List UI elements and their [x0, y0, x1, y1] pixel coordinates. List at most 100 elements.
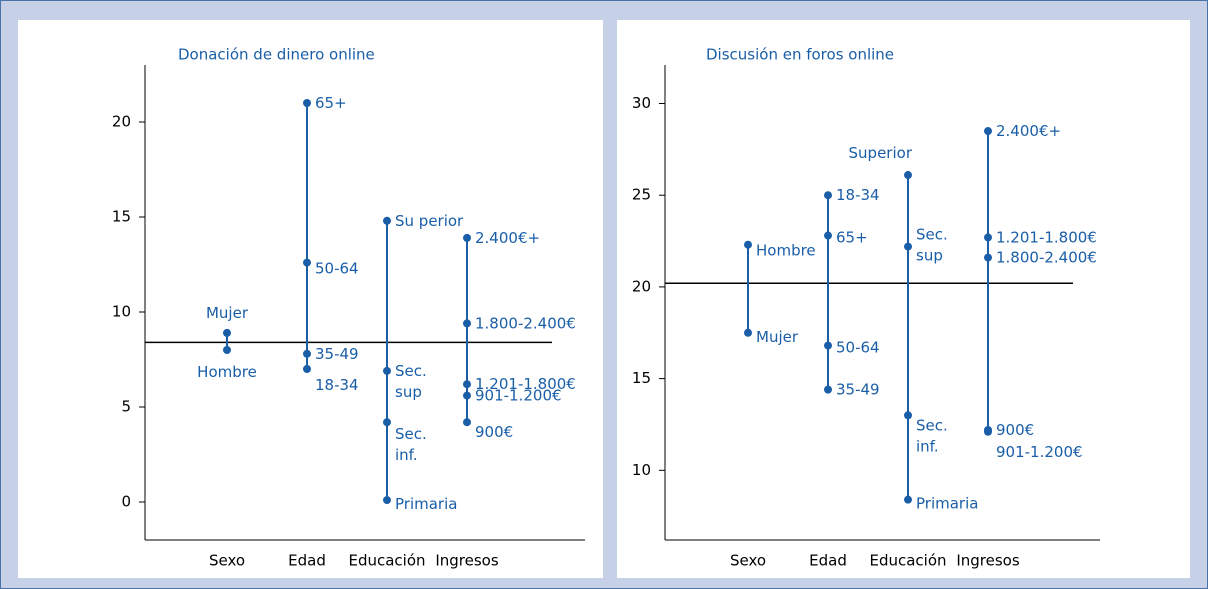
dot	[383, 216, 391, 225]
point-label: 1.800-2.400€	[475, 314, 576, 332]
dot	[383, 496, 391, 505]
label-line: 1.201-1.800€	[475, 375, 576, 393]
label-line: 1.800-2.400€	[475, 314, 576, 332]
y-tick-label: 30	[632, 94, 651, 112]
point-label: 900€	[996, 420, 1034, 438]
point-label: 2.400€+	[475, 228, 540, 246]
dot	[383, 366, 391, 375]
label-line: inf.	[395, 446, 418, 464]
dot	[463, 418, 471, 427]
label-line: inf.	[916, 437, 939, 455]
point-label: Sec. inf.	[916, 416, 948, 455]
point-label: Hombre	[756, 241, 816, 259]
label-line: sup	[395, 382, 422, 400]
dot	[824, 385, 832, 394]
label-line: 50-64	[836, 338, 880, 356]
label-line: sup	[916, 246, 943, 264]
dot	[984, 253, 992, 262]
label-line: Mujer	[756, 327, 799, 345]
x-tick-label: Educación	[869, 552, 946, 570]
dot	[303, 99, 311, 107]
label-line: 35-49	[836, 380, 880, 398]
label-line: Sec.	[916, 225, 948, 243]
dot	[904, 495, 912, 504]
label-line: 901-1.200€	[475, 386, 562, 404]
y-tick-label: 5	[121, 398, 131, 416]
y-tick-label: 20	[112, 113, 131, 131]
y-tick-label: 15	[112, 208, 131, 226]
label-line: 1.800-2.400€	[996, 248, 1097, 266]
dot	[223, 346, 231, 354]
x-tick-label: Sexo	[730, 552, 766, 570]
point-label: 50-64	[836, 338, 880, 356]
label-line: 1.201-1.800€	[996, 228, 1097, 246]
x-tick-label: Ingresos	[956, 552, 1020, 570]
x-tick-label: Educación	[348, 552, 425, 570]
label-line: Sec.	[395, 425, 427, 443]
dot	[744, 328, 752, 337]
label-line: 65+	[315, 94, 347, 112]
dot	[904, 171, 912, 180]
label-line: Sec.	[916, 416, 948, 434]
point-label: Sec. sup	[916, 225, 948, 264]
label-line: Primaria	[916, 494, 978, 512]
x-tick-label: Ingresos	[435, 552, 499, 570]
point-label: 901-1.200€	[996, 442, 1083, 460]
label-line: 65+	[836, 228, 868, 246]
dot	[984, 127, 992, 136]
panel	[617, 20, 1190, 578]
label-line: Hombre	[756, 241, 816, 259]
point-label: 900€	[475, 423, 513, 441]
chart-title: Donación de dinero online	[178, 46, 375, 64]
y-tick-label: 10	[112, 303, 131, 321]
label-line: 900€	[996, 420, 1034, 438]
label-line: 18-34	[836, 186, 880, 204]
label-line: Sec.	[395, 361, 427, 379]
dot	[303, 258, 311, 267]
point-label: Su perior	[395, 211, 464, 229]
point-label: Superior	[849, 144, 913, 162]
dot	[463, 380, 471, 389]
label-line: Su perior	[395, 211, 464, 229]
label-line: Superior	[849, 144, 913, 162]
label-line: Primaria	[395, 495, 457, 513]
point-label: 50-64	[315, 259, 359, 277]
point-label: 901-1.200€	[475, 386, 562, 404]
x-tick-label: Sexo	[209, 552, 245, 570]
point-label: 65+	[315, 94, 347, 112]
y-tick-label: 10	[632, 461, 651, 479]
dot	[984, 427, 992, 436]
point-label: 35-49	[836, 380, 880, 398]
point-label: Primaria	[395, 495, 457, 513]
x-tick-label: Edad	[288, 552, 326, 570]
point-label: Sec. sup	[395, 361, 427, 400]
point-label: 1.201-1.800€	[475, 375, 576, 393]
y-tick-label: 20	[632, 277, 651, 295]
dot	[824, 231, 832, 240]
point-label: Primaria	[916, 494, 978, 512]
label-line: 900€	[475, 423, 513, 441]
point-label: 65+	[836, 228, 868, 246]
dot	[984, 233, 992, 242]
point-label: Mujer	[206, 303, 249, 321]
dot	[904, 242, 912, 251]
dot	[223, 328, 231, 337]
panel	[18, 20, 603, 578]
y-tick-label: 25	[632, 186, 651, 204]
point-label: Sec. inf.	[395, 425, 427, 464]
dot	[824, 191, 832, 200]
label-line: 2.400€+	[996, 122, 1061, 140]
point-label: 1.800-2.400€	[996, 248, 1097, 266]
label-line: 18-34	[315, 376, 359, 394]
point-label: Mujer	[756, 327, 799, 345]
label-line: 50-64	[315, 259, 359, 277]
dot	[463, 391, 471, 400]
dot	[463, 233, 471, 242]
label-line: 901-1.200€	[996, 442, 1083, 460]
y-tick-label: 0	[121, 493, 131, 511]
point-label: 35-49	[315, 344, 359, 362]
point-label: 18-34	[836, 186, 880, 204]
dot	[303, 349, 311, 358]
dot	[824, 341, 832, 350]
